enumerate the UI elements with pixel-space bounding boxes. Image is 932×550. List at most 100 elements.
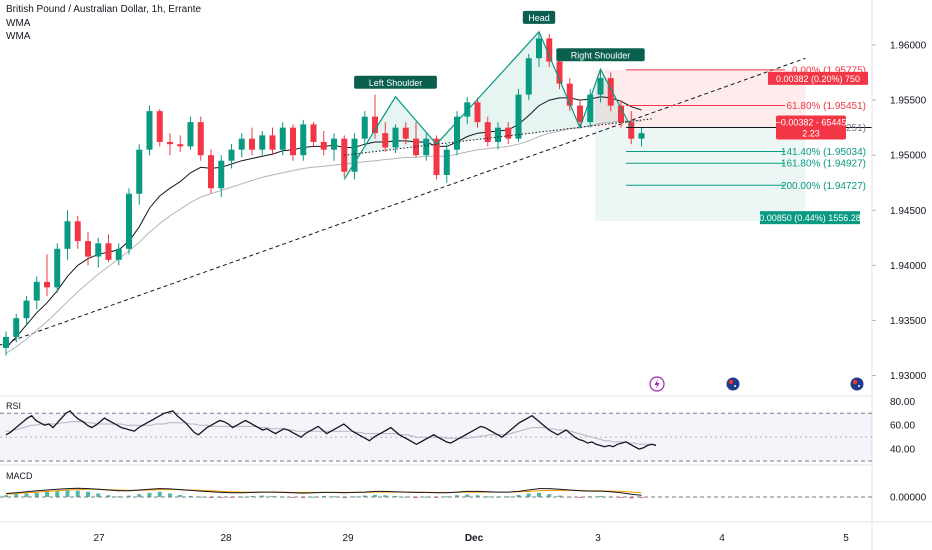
macd-histogram-bar: [393, 495, 398, 497]
candle[interactable]: [126, 193, 132, 249]
candle[interactable]: [351, 138, 358, 172]
candle[interactable]: [197, 122, 204, 156]
candle[interactable]: [146, 111, 153, 150]
candle[interactable]: [218, 160, 225, 189]
candle[interactable]: [484, 122, 491, 142]
pattern-label-box[interactable]: [522, 10, 556, 24]
candle[interactable]: [249, 138, 255, 150]
candle[interactable]: [361, 116, 368, 139]
neckline[interactable]: [344, 118, 652, 156]
price-tag-box[interactable]: [776, 115, 846, 140]
candle[interactable]: [546, 38, 553, 62]
indicator-label-wma-1[interactable]: WMA: [6, 18, 31, 29]
candle[interactable]: [464, 102, 471, 117]
candle[interactable]: [597, 78, 604, 95]
candle[interactable]: [177, 144, 184, 147]
candle[interactable]: [618, 105, 624, 123]
candle[interactable]: [331, 138, 337, 150]
australia-flag-icon[interactable]: [849, 376, 865, 392]
pattern-outline[interactable]: [343, 30, 632, 180]
candle[interactable]: [228, 149, 235, 161]
candle[interactable]: [310, 124, 317, 142]
candle[interactable]: [443, 149, 450, 176]
candle[interactable]: [577, 105, 583, 123]
candle[interactable]: [74, 221, 81, 242]
candle[interactable]: [85, 241, 91, 257]
candle[interactable]: [423, 138, 430, 156]
candle[interactable]: [320, 141, 327, 150]
candle[interactable]: [495, 127, 501, 142]
candle[interactable]: [556, 61, 563, 84]
australia-flag-icon[interactable]: [725, 376, 741, 392]
candle[interactable]: [382, 133, 389, 148]
price-axis[interactable]: 1.93000 1.93500 1.94000 1.94500 1.95000 1.955…: [872, 41, 927, 382]
candle[interactable]: [341, 138, 348, 172]
candle[interactable]: [433, 138, 440, 176]
candle[interactable]: [587, 94, 594, 123]
macd-pane-label[interactable]: MACD: [6, 471, 33, 481]
pattern-label-box[interactable]: [354, 75, 437, 89]
macd-signal-line[interactable]: [5, 488, 642, 495]
candle[interactable]: [187, 122, 194, 147]
candle[interactable]: [372, 116, 378, 134]
price-axis-label: 1.94500: [890, 206, 927, 217]
candle[interactable]: [167, 141, 173, 145]
candle[interactable]: [392, 127, 399, 148]
macd-histogram-bar: [311, 496, 316, 498]
candle[interactable]: [536, 38, 542, 59]
macd-histogram-bar: [157, 491, 162, 497]
macd-line[interactable]: [5, 487, 642, 496]
candle[interactable]: [105, 243, 112, 260]
wma-slow-line[interactable]: [5, 120, 642, 354]
candle[interactable]: [607, 78, 614, 106]
candle[interactable]: [208, 155, 214, 189]
candle[interactable]: [259, 135, 266, 150]
macd-histogram-bar: [352, 496, 357, 498]
candle[interactable]: [628, 122, 635, 139]
candle[interactable]: [64, 221, 71, 249]
candle[interactable]: [13, 318, 20, 337]
macd-pane[interactable]: [0, 487, 872, 499]
candle[interactable]: [279, 127, 286, 150]
candle[interactable]: [3, 336, 9, 348]
trendline[interactable]: [0, 57, 806, 350]
rsi-line[interactable]: [5, 410, 657, 450]
macd-histogram-bar: [547, 494, 552, 497]
candle[interactable]: [638, 133, 645, 139]
candle[interactable]: [136, 149, 143, 194]
candle[interactable]: [269, 135, 276, 150]
rsi-pane-label[interactable]: RSI: [6, 401, 22, 411]
candle[interactable]: [290, 127, 296, 156]
annotations-layer[interactable]: Left Shoulder Head Right Shoulder 0.00% (1.…: [354, 10, 868, 392]
candle[interactable]: [54, 248, 61, 288]
macd-histogram-bar: [188, 495, 193, 497]
candle[interactable]: [566, 83, 573, 106]
candle[interactable]: [525, 58, 532, 95]
lightning-icon[interactable]: [649, 376, 665, 392]
candle[interactable]: [300, 124, 307, 156]
candle[interactable]: [515, 94, 522, 139]
candle[interactable]: [505, 127, 512, 139]
price-axis-label: 1.95500: [890, 96, 927, 107]
indicator-label-wma-2[interactable]: WMA: [6, 31, 31, 42]
flag-icon-cross: [852, 379, 858, 385]
candle[interactable]: [23, 300, 30, 319]
macd-histogram-bar: [516, 494, 521, 497]
candle[interactable]: [33, 281, 40, 301]
time-axis[interactable]: 27 28 29 Dec 3 4 5: [93, 533, 849, 544]
macd-histogram-bar: [291, 497, 295, 498]
candle[interactable]: [115, 248, 122, 260]
candle[interactable]: [44, 281, 50, 288]
candle[interactable]: [474, 102, 481, 123]
candle[interactable]: [402, 127, 409, 139]
pattern-label-box[interactable]: [556, 48, 645, 62]
candle[interactable]: [238, 138, 245, 150]
candle[interactable]: [156, 111, 163, 142]
take-profit-zone[interactable]: [595, 127, 806, 222]
candle[interactable]: [95, 243, 102, 257]
rsi-pane[interactable]: [0, 410, 872, 462]
candle[interactable]: [454, 116, 460, 150]
candle[interactable]: [413, 138, 419, 156]
symbol-title[interactable]: British Pound / Australian Dollar, 1h, E…: [6, 4, 202, 15]
